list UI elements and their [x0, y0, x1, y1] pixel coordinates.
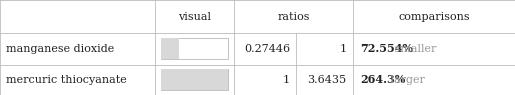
- Text: 0.27446: 0.27446: [244, 44, 290, 54]
- Bar: [161, 69, 228, 90]
- Text: mercuric thiocyanate: mercuric thiocyanate: [6, 75, 127, 85]
- Text: 1: 1: [339, 44, 347, 54]
- Text: smaller: smaller: [391, 44, 437, 54]
- Bar: [161, 69, 228, 90]
- Text: 1: 1: [283, 75, 290, 85]
- Text: larger: larger: [387, 75, 425, 85]
- Text: visual: visual: [178, 12, 211, 22]
- Bar: [161, 38, 179, 59]
- Bar: [161, 38, 228, 59]
- Text: manganese dioxide: manganese dioxide: [6, 44, 114, 54]
- Text: 264.3%: 264.3%: [360, 74, 406, 85]
- Text: ratios: ratios: [277, 12, 310, 22]
- Text: comparisons: comparisons: [398, 12, 470, 22]
- Text: 3.6435: 3.6435: [307, 75, 347, 85]
- Text: 72.554%: 72.554%: [360, 43, 414, 54]
